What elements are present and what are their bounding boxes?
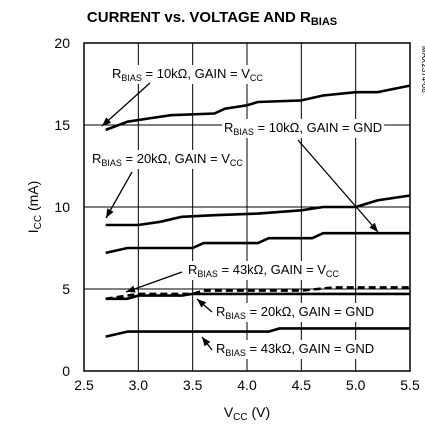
annotation-bg [222,119,385,138]
series-line-s6 [105,327,410,338]
x-tick-label: 4.0 [237,377,257,393]
annotation-arrowhead [106,208,114,218]
y-tick-label: 15 [54,117,70,133]
annotation-arrow-line [101,82,151,127]
x-tick-label: 3.0 [129,377,149,393]
series-line-s3 [105,231,410,255]
annotation-arrow-line [297,139,379,233]
annotation-bg [186,261,342,280]
y-tick-label: 10 [54,199,70,215]
x-axis-label: VCC (V) [224,404,270,423]
annotation-arrowhead [126,285,136,293]
y-axis-label: ICC (mA) [25,181,44,234]
x-tick-label: 2.5 [74,377,94,393]
annotation-arrowhead [197,299,207,308]
annotation-bg [214,303,377,322]
annotation-label: RBIAS = 20kΩ, GAIN = VCC [92,151,243,168]
x-tick-label: 3.5 [183,377,203,393]
series-line-s1 [105,84,411,132]
annotation-arrowhead [202,337,211,347]
y-tick-label: 0 [62,363,70,379]
x-tick-label: 4.5 [292,377,312,393]
annotation-label: RBIAS = 43kΩ, GAIN = VCC [188,262,339,279]
annotation-label: RBIAS = 10kΩ, GAIN = GND [224,120,382,137]
x-tick-label: 5.5 [400,377,420,393]
annotation-arrowhead [102,117,112,126]
y-tick-label: 20 [54,35,70,51]
y-tick-label: 5 [62,281,70,297]
annotation-label: RBIAS = 10kΩ, GAIN = VCC [112,66,263,83]
series-line-s2 [105,194,411,227]
side-label: MAX2374-08 [420,46,425,93]
annotation-arrow-line [125,271,183,293]
annotation-label: RBIAS = 20kΩ, GAIN = GND [216,304,374,321]
annotation-label: RBIAS = 43kΩ, GAIN = GND [216,341,374,358]
plot-area-border [83,42,411,372]
x-tick-label: 5.0 [346,377,366,393]
annotation-bg [90,150,246,169]
annotation-arrowhead [369,222,378,232]
annotation-bg [110,65,266,84]
series-line-s5 [105,292,410,301]
annotation-bg [214,340,377,359]
chart-title: CURRENT vs. VOLTAGE AND RBIAS [87,9,337,28]
